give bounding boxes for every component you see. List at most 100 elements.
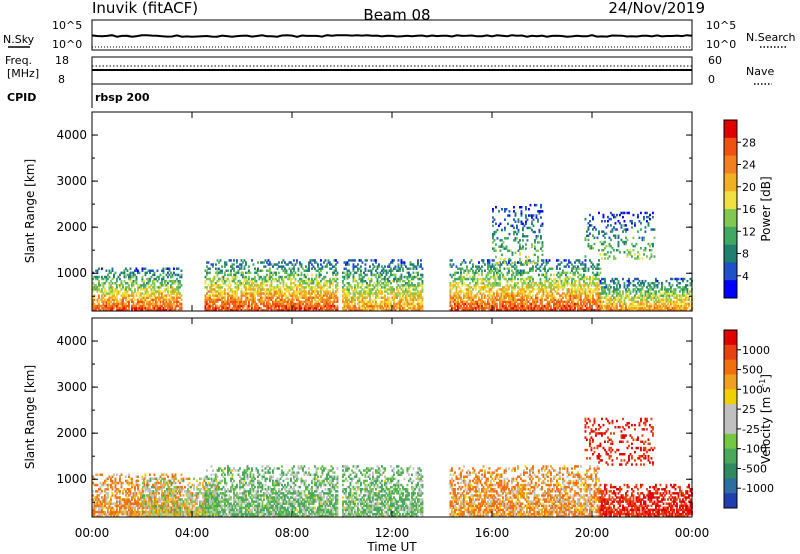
- echo-cell: [164, 279, 166, 283]
- echo-cell: [593, 298, 596, 302]
- echo-cell: [500, 288, 503, 291]
- echo-cell: [482, 282, 485, 285]
- echo-cell: [505, 247, 508, 250]
- echo-cell: [278, 275, 280, 279]
- echo-cell: [111, 288, 114, 291]
- echo-cell: [345, 294, 347, 297]
- echo-cell: [255, 308, 258, 312]
- echo-cell: [293, 267, 295, 270]
- echo-cell: [478, 298, 480, 302]
- echo-cell: [589, 244, 591, 248]
- echo-cell: [333, 265, 336, 268]
- echo-cell: [613, 298, 615, 302]
- echo-cell: [505, 237, 508, 240]
- echo-cell: [212, 308, 214, 312]
- echo-cell: [260, 282, 262, 285]
- echo-cell: [455, 296, 458, 299]
- echo-cell: [479, 306, 482, 310]
- echo-cell: [520, 290, 522, 293]
- echo-cell: [593, 236, 596, 240]
- echo-cell: [152, 300, 154, 304]
- echo-cell: [352, 269, 355, 272]
- echo-cell: [460, 269, 462, 272]
- echo-cell: [521, 290, 524, 293]
- echo-cell: [335, 286, 337, 289]
- echo-cell: [454, 298, 456, 302]
- echo-cell: [412, 296, 415, 299]
- echo-cell: [599, 298, 602, 302]
- echo-cell: [415, 306, 418, 310]
- echo-cell: [323, 292, 325, 295]
- echo-cell: [132, 306, 135, 310]
- echo-cell: [650, 298, 653, 302]
- echo-cell: [104, 294, 106, 297]
- echo-cell: [128, 284, 130, 287]
- echo-cell: [455, 308, 458, 312]
- echo-cell: [577, 308, 579, 312]
- echo-cell: [584, 265, 587, 268]
- echo-cell: [224, 271, 226, 275]
- echo-cell: [502, 298, 504, 302]
- echo-cell: [526, 261, 529, 265]
- echo-cell: [532, 265, 534, 268]
- echo-cell: [524, 271, 527, 275]
- echo-cell: [243, 294, 246, 297]
- echo-cell: [387, 284, 389, 287]
- echo-cell: [207, 304, 210, 308]
- echo-cell: [308, 308, 310, 312]
- echo-cell: [548, 267, 551, 270]
- echo-cell: [363, 271, 365, 275]
- echo-cell: [542, 284, 545, 287]
- echo-cell: [293, 282, 295, 285]
- echo-cell: [521, 269, 524, 272]
- echo-cell: [542, 294, 545, 297]
- echo-cell: [647, 294, 650, 297]
- echo-cell: [478, 267, 480, 270]
- echo-cell: [125, 290, 127, 293]
- echo-cell: [281, 294, 283, 297]
- echo-cell: [469, 296, 471, 299]
- echo-cell: [626, 296, 629, 299]
- echo-cell: [378, 304, 380, 308]
- echo-cell: [270, 296, 273, 299]
- echo-cell: [557, 263, 560, 266]
- echo-cell: [180, 308, 183, 312]
- echo-cell: [173, 271, 175, 275]
- echo-cell: [318, 298, 321, 302]
- echo-cell: [457, 267, 459, 270]
- echo-cell: [517, 271, 519, 275]
- echo-cell: [488, 279, 491, 283]
- echo-cell: [358, 286, 361, 289]
- echo-cell: [278, 300, 280, 304]
- echo-cell: [251, 292, 253, 295]
- echo-cell: [451, 288, 453, 291]
- echo-cell: [542, 308, 545, 312]
- echo-cell: [296, 298, 298, 302]
- echo-cell: [240, 300, 243, 304]
- echo-cell: [309, 259, 312, 262]
- echo-cell: [239, 279, 241, 283]
- echo-cell: [110, 304, 112, 308]
- echo-cell: [488, 269, 491, 272]
- echo-cell: [346, 296, 349, 299]
- echo-cell: [653, 236, 656, 240]
- echo-cell: [306, 277, 309, 281]
- echo-cell: [363, 279, 365, 283]
- echo-cell: [128, 294, 130, 297]
- echo-cell: [155, 296, 157, 299]
- echo-cell: [324, 284, 327, 287]
- echo-cell: [499, 249, 502, 252]
- echo-cell: [131, 300, 133, 304]
- echo-cell: [179, 282, 181, 285]
- echo-cell: [282, 284, 285, 287]
- echo-cell: [541, 286, 543, 289]
- echo-cell: [372, 300, 374, 304]
- echo-cell: [361, 279, 364, 283]
- echo-cell: [263, 308, 265, 312]
- echo-cell: [492, 247, 494, 250]
- echo-cell: [367, 277, 370, 281]
- echo-cell: [219, 294, 222, 297]
- echo-cell: [108, 294, 111, 297]
- echo-cell: [538, 212, 541, 215]
- echo-cell: [508, 277, 510, 281]
